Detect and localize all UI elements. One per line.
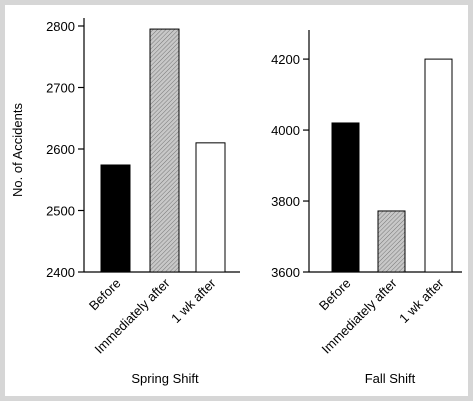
bar: [195, 142, 226, 273]
bar: [424, 58, 453, 273]
bar: [377, 210, 406, 273]
y-tick-label: 3800: [271, 194, 300, 209]
y-tick-label: 2800: [46, 19, 75, 34]
y-tick-label: 3600: [271, 265, 300, 280]
y-tick-label: 2400: [46, 265, 75, 280]
y-tick-label: 2600: [46, 142, 75, 157]
bar: [331, 122, 360, 273]
y-tick-label: 2500: [46, 203, 75, 218]
y-tick-label: 4000: [271, 123, 300, 138]
y-axis-title: No. of Accidents: [10, 103, 25, 197]
y-tick-label: 4200: [271, 52, 300, 67]
bar: [100, 164, 131, 273]
bar: [149, 28, 180, 273]
x-axis-title: Spring Shift: [131, 371, 199, 386]
x-axis-title: Fall Shift: [365, 371, 416, 386]
panel: [5, 5, 468, 396]
y-tick-label: 2700: [46, 80, 75, 95]
